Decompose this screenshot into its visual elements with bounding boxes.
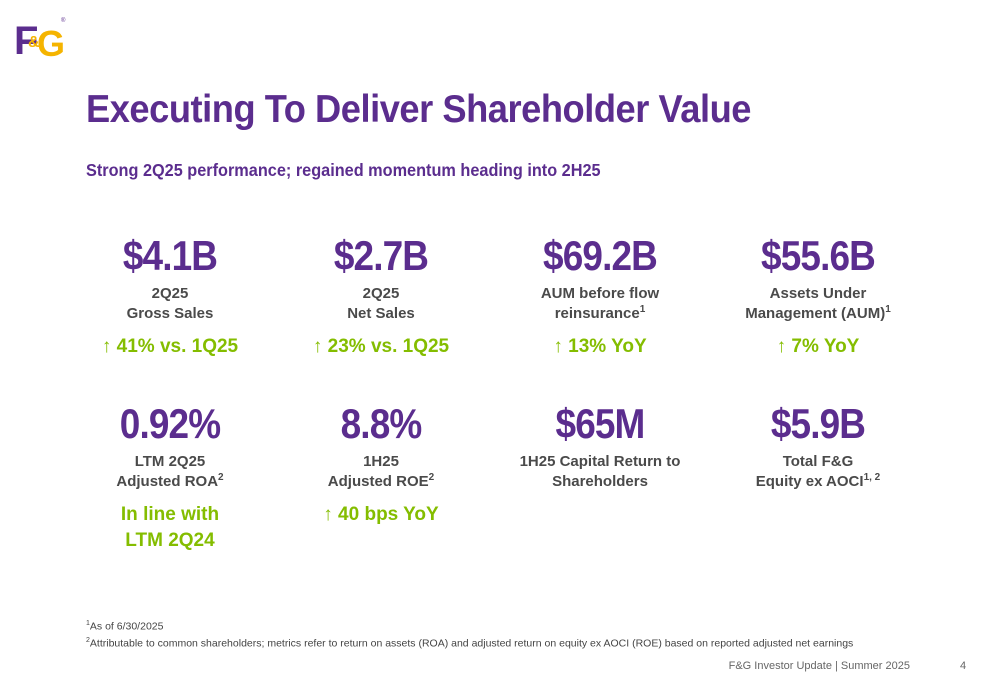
metric-label: AUM before flow reinsurance1: [540, 285, 660, 322]
metric-label: 1H25 Capital Return to Shareholders: [519, 453, 681, 490]
metric-adjusted-roa: 0.92% LTM 2Q25 Adjusted ROA2 In line wit…: [70, 400, 270, 554]
footnotes: 1As of 6/30/2025 2Attributable to common…: [86, 617, 853, 650]
metric-net-sales: $2.7B 2Q25 Net Sales ↑ 23% vs. 1Q25: [281, 232, 481, 360]
fg-logo: F & G ®: [14, 17, 66, 60]
svg-text:®: ®: [61, 17, 66, 24]
metric-equity-ex-aoci: $5.9B Total F&G Equity ex AOCI1, 2: [718, 400, 918, 492]
footer-text: F&G Investor Update | Summer 2025: [728, 660, 910, 672]
metric-gross-sales: $4.1B 2Q25 Gross Sales ↑ 41% vs. 1Q25: [70, 232, 270, 360]
metric-value: $2.7B: [333, 232, 429, 279]
metric-label: Assets Under Management (AUM)1: [745, 285, 891, 322]
metric-value: $65M: [555, 400, 646, 447]
metric-change: ↑ 41% vs. 1Q25: [101, 336, 239, 357]
metric-value: $69.2B: [543, 232, 658, 279]
metric-value: 0.92%: [119, 400, 221, 447]
page-number: 4: [960, 660, 967, 672]
metric-aum: $55.6B Assets Under Management (AUM)1 ↑ …: [718, 232, 918, 360]
metric-aum-before-reinsurance: $69.2B AUM before flow reinsurance1 ↑ 13…: [500, 232, 700, 360]
footnote: 1As of 6/30/2025: [86, 620, 164, 633]
metric-change: In line with LTM 2Q24: [120, 504, 220, 551]
metric-value: $5.9B: [770, 400, 866, 447]
metric-adjusted-roe: 8.8% 1H25 Adjusted ROE2 ↑ 40 bps YoY: [281, 400, 481, 528]
metric-change: ↑ 40 bps YoY: [323, 504, 439, 525]
svg-text:G: G: [37, 23, 65, 60]
metric-capital-return: $65M 1H25 Capital Return to Shareholders: [500, 400, 700, 492]
metric-label: Total F&G Equity ex AOCI1, 2: [755, 453, 881, 490]
svg-text:F: F: [14, 19, 38, 60]
footnote: 2Attributable to common shareholders; me…: [86, 636, 854, 650]
metric-label: 2Q25 Gross Sales: [126, 285, 214, 322]
metric-change: ↑ 7% YoY: [776, 336, 860, 357]
metric-value: $55.6B: [761, 232, 876, 279]
page-subtitle: Strong 2Q25 performance; regained moment…: [86, 160, 601, 180]
metric-label: LTM 2Q25 Adjusted ROA2: [116, 453, 224, 490]
metric-change: ↑ 13% YoY: [553, 336, 647, 357]
metric-value: 8.8%: [340, 400, 423, 447]
metric-label: 2Q25 Net Sales: [347, 285, 415, 322]
svg-text:&: &: [28, 34, 40, 51]
metric-value: $4.1B: [122, 232, 218, 279]
metric-change: ↑ 23% vs. 1Q25: [312, 336, 450, 357]
page-title: Executing To Deliver Shareholder Value: [86, 88, 751, 131]
metric-label: 1H25 Adjusted ROE2: [327, 453, 435, 490]
